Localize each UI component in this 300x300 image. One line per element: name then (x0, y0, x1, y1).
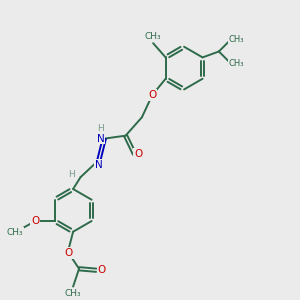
Text: O: O (148, 90, 156, 100)
Text: N: N (95, 160, 103, 170)
Text: N: N (97, 134, 105, 144)
Text: CH₃: CH₃ (65, 289, 81, 298)
Text: CH₃: CH₃ (228, 59, 244, 68)
Text: O: O (31, 216, 40, 226)
Text: CH₃: CH₃ (6, 228, 23, 237)
Text: O: O (134, 149, 142, 159)
Text: O: O (98, 265, 106, 275)
Text: CH₃: CH₃ (228, 34, 244, 43)
Text: H: H (97, 124, 104, 133)
Text: CH₃: CH₃ (145, 32, 161, 41)
Text: O: O (64, 248, 73, 258)
Text: H: H (68, 170, 75, 179)
